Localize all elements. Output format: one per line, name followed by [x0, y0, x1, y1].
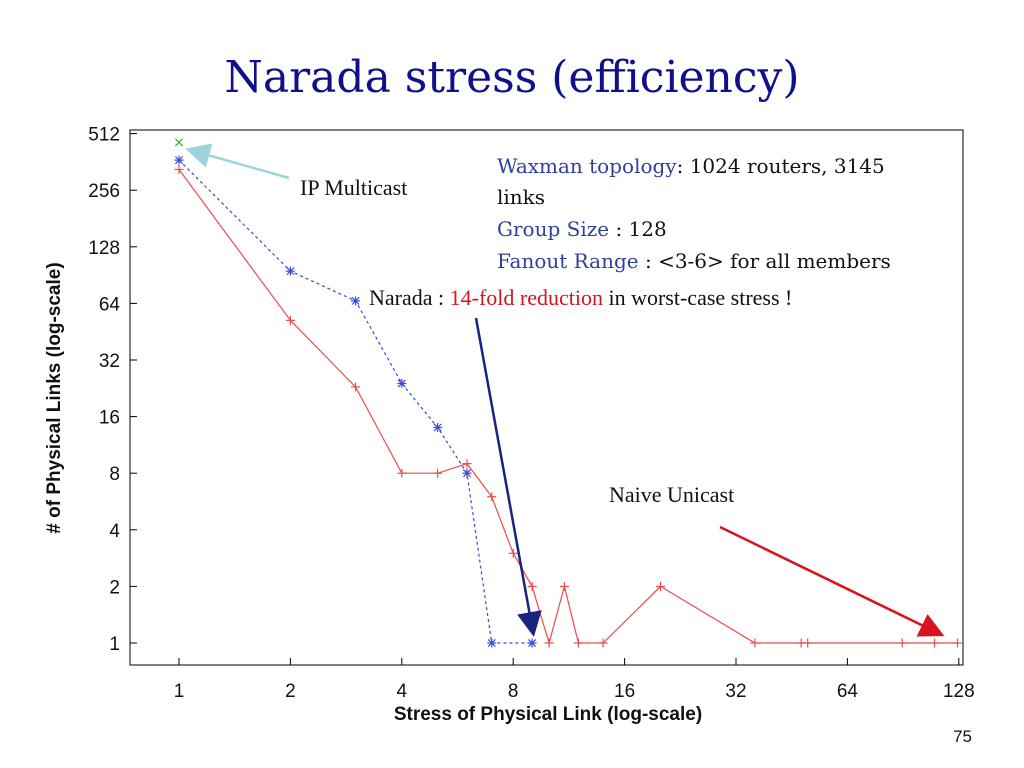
- naive-point: [953, 638, 963, 648]
- x-axis: 1 2 4 8 16 32 64 128: [174, 658, 975, 702]
- y-tick-label: 4: [109, 521, 120, 542]
- ip-multicast-arrow: [185, 143, 290, 180]
- y-tick-label: 32: [99, 351, 120, 372]
- narada-point: [462, 468, 472, 478]
- y-tick-label: 128: [88, 238, 120, 259]
- x-tick-label: 1: [174, 681, 185, 702]
- narada-point: [487, 638, 497, 648]
- naive-point: [285, 315, 295, 325]
- narada-point: [174, 155, 184, 165]
- ipmc-point: [174, 138, 184, 147]
- x-tick-label: 128: [943, 681, 975, 702]
- y-tick-label: 64: [99, 294, 121, 315]
- naive-unicast-label: Naive Unicast: [609, 482, 735, 507]
- naive-point: [487, 492, 497, 502]
- fanout-key: Fanout Range: [497, 249, 639, 273]
- narada-prefix: Narada :: [369, 285, 450, 310]
- narada-series-line: [178, 159, 533, 644]
- ip-multicast-label: IP Multicast: [300, 175, 408, 200]
- narada-suffix: in worst-case stress !: [602, 285, 793, 310]
- group-size-value: : 128: [609, 217, 667, 241]
- slide-title: Narada stress (efficiency): [224, 52, 800, 103]
- group-size-line: Group Size : 128: [497, 213, 891, 245]
- y-tick-label: 8: [109, 464, 120, 485]
- x-axis-label: Stress of Physical Link (log-scale): [394, 704, 702, 725]
- naive-point: [803, 638, 813, 648]
- y-tick-label: 256: [88, 181, 120, 202]
- plot-area: [129, 129, 964, 666]
- fanout-line: Fanout Range : <3-6> for all members: [497, 245, 891, 277]
- naive-point: [462, 459, 472, 469]
- naive-point: [397, 468, 407, 478]
- naive-point: [573, 638, 583, 648]
- narada-series: [174, 155, 537, 648]
- naive-point: [929, 638, 939, 648]
- topology-line: Waxman topology: 1024 routers, 3145: [497, 150, 891, 182]
- naive-point: [598, 638, 608, 648]
- group-size-key: Group Size: [497, 217, 610, 241]
- x-tick-label: 2: [285, 681, 296, 702]
- naive-point: [508, 548, 518, 558]
- naive-point: [559, 581, 569, 591]
- naive-point: [351, 382, 361, 392]
- naive-point: [655, 581, 665, 591]
- topology-info: Waxman topology: 1024 routers, 3145 link…: [497, 150, 891, 277]
- series-layer: [174, 138, 963, 648]
- narada-point: [433, 423, 443, 433]
- x-tick-label: 32: [725, 681, 746, 702]
- ipmc-series: [174, 138, 184, 147]
- naive-series: [174, 164, 963, 648]
- narada-point: [397, 378, 407, 388]
- naive-point: [527, 581, 537, 591]
- x-tick-label: 16: [614, 681, 635, 702]
- narada-point: [527, 638, 537, 648]
- topology-key: Waxman topology: [497, 154, 677, 178]
- naive-unicast-arrow: [719, 525, 945, 637]
- y-axis-label: # of Physical Links (log-scale): [44, 262, 65, 533]
- naive-point: [433, 468, 443, 478]
- y-tick-label: 2: [109, 577, 120, 598]
- fanout-value: : <3-6> for all members: [638, 249, 891, 273]
- x-tick-label: 64: [837, 681, 859, 702]
- y-tick-label: 16: [99, 408, 120, 429]
- x-tick-label: 8: [508, 681, 519, 702]
- narada-point: [285, 266, 295, 276]
- naive-point: [544, 638, 554, 648]
- naive-point: [174, 164, 184, 174]
- topology-cont: links: [497, 185, 546, 209]
- topology-value: : 1024 routers, 3145: [676, 154, 885, 178]
- narada-arrow: [474, 317, 542, 637]
- y-tick-label: 512: [88, 125, 120, 146]
- y-tick-label: 1: [109, 634, 120, 655]
- narada-point: [351, 296, 361, 306]
- naive-point: [750, 638, 760, 648]
- naive-point: [897, 638, 907, 648]
- x-tick-label: 4: [397, 681, 408, 702]
- narada-highlight: 14-fold reduction: [449, 285, 603, 310]
- page-number: 75: [953, 727, 972, 746]
- annotation-arrows: [185, 143, 945, 637]
- y-axis: 1 2 4 8 16 32 64 128 256 512: [88, 125, 137, 655]
- narada-annotation: Narada : 14-fold reduction in worst-case…: [369, 285, 792, 311]
